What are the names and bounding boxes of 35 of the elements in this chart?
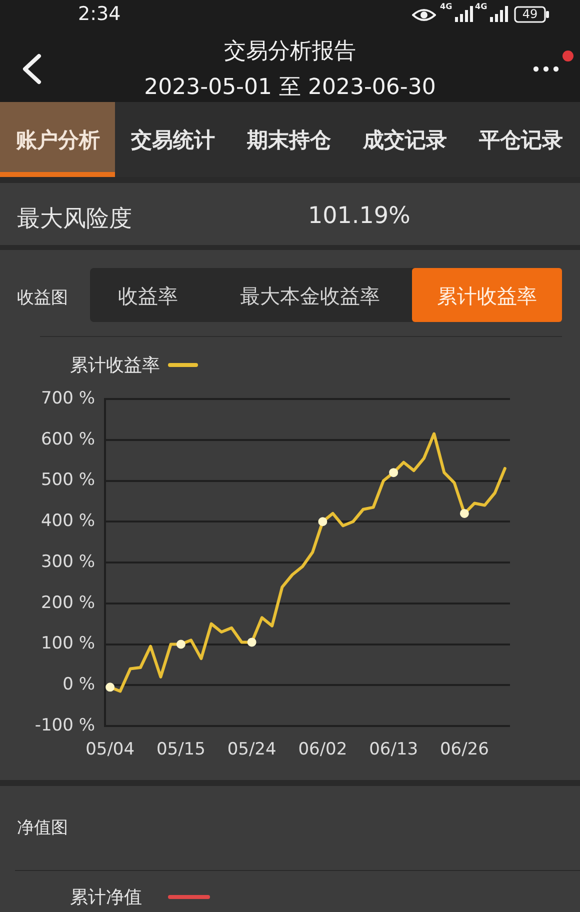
text: 2023-05-01 至 2023-06-30 xyxy=(143,74,437,102)
y-tick-label: 200 % xyxy=(40,592,95,613)
text: 最大风险度 xyxy=(17,205,132,234)
x-tick-label: 06/26 xyxy=(440,740,489,760)
text: 期末持仓 xyxy=(246,127,332,154)
y-tick-label: 0 % xyxy=(62,674,95,695)
x-tick-label: 05/24 xyxy=(227,740,276,760)
text: 49 xyxy=(515,7,545,21)
text: 收益图 xyxy=(17,287,68,309)
y-tick-label: 300 % xyxy=(40,552,95,572)
x-tick-label: 05/04 xyxy=(86,740,135,760)
text: 累计收益率 xyxy=(436,283,538,310)
text: 2:34 xyxy=(78,3,121,25)
text: 成交记录 xyxy=(362,127,448,154)
text: 交易分析报告 xyxy=(223,38,357,66)
y-tick-label: 600 % xyxy=(40,429,95,450)
legend-label: 累计收益率 xyxy=(70,354,160,377)
text: 101.19% xyxy=(308,203,410,229)
text: 交易统计 xyxy=(130,127,216,154)
x-tick-label: 06/02 xyxy=(298,740,348,760)
text: 净值图 xyxy=(17,817,68,839)
x-tick-label: 05/15 xyxy=(156,740,206,760)
text: 最大本金收益率 xyxy=(239,283,381,310)
y-tick-label: -100 % xyxy=(34,715,95,736)
text: 收益率 xyxy=(117,283,179,310)
text: 平仓记录 xyxy=(478,127,564,154)
y-tick-label: 100 % xyxy=(40,634,95,654)
x-tick-label: 06/13 xyxy=(369,740,418,760)
text: 4G xyxy=(440,2,452,11)
y-tick-label: 700 % xyxy=(40,388,95,408)
text: 账户分析 xyxy=(15,127,101,154)
y-tick-label: 500 % xyxy=(40,470,95,490)
text: 累计净值 xyxy=(70,886,142,909)
y-tick-label: 400 % xyxy=(40,511,95,532)
text: 4G xyxy=(475,2,488,11)
